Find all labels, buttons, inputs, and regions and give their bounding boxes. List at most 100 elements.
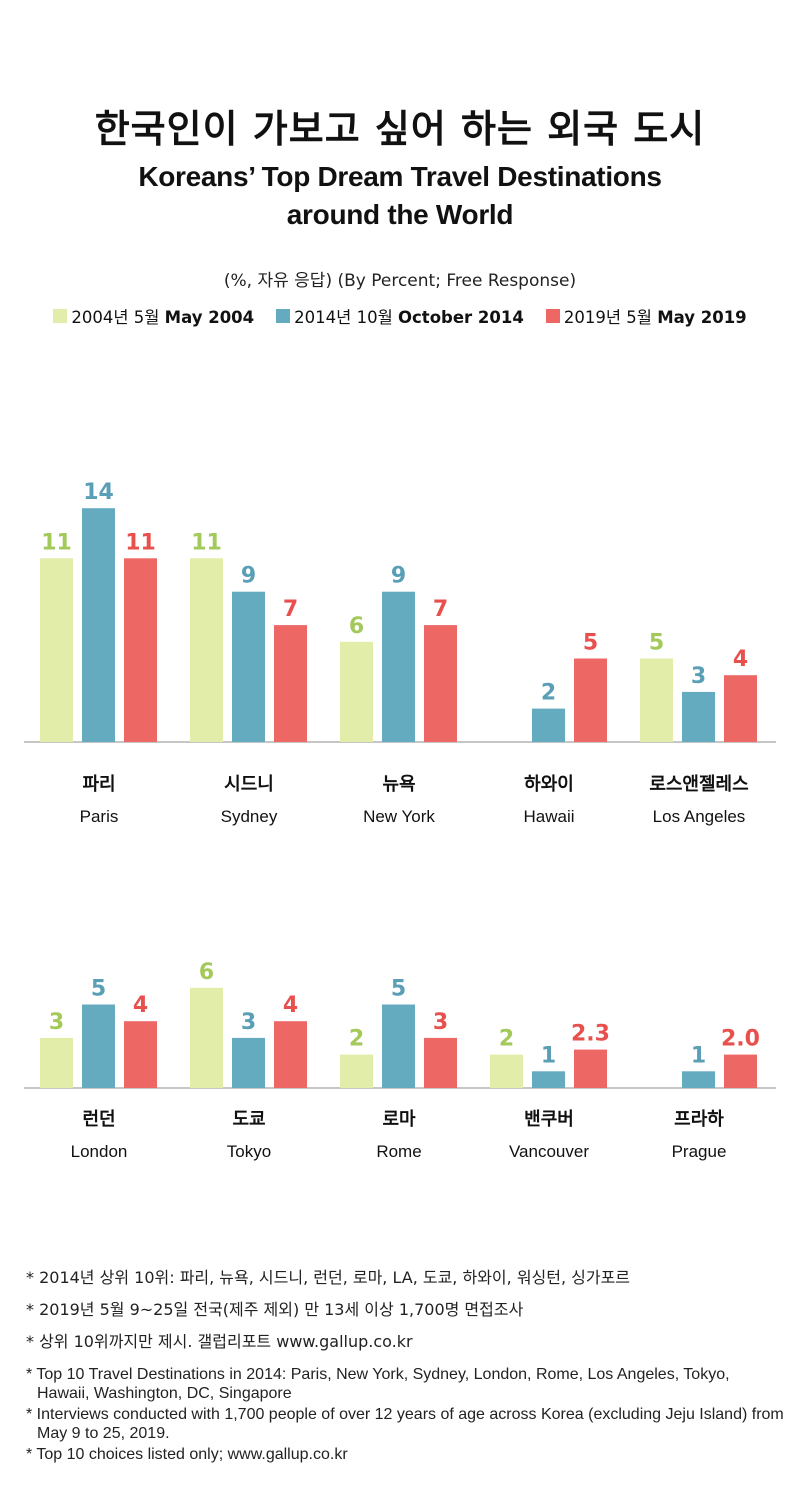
bar-prague-2014 bbox=[682, 1071, 715, 1088]
bar-vancouver-2014 bbox=[532, 1071, 565, 1088]
title-korean: 한국인이 가보고 싶어 하는 외국 도시 bbox=[94, 107, 706, 151]
bar-sydney-2004 bbox=[190, 558, 223, 742]
data-label-prague-2019: 2.0 bbox=[721, 1027, 760, 1052]
data-label-sydney-2004: 11 bbox=[191, 530, 222, 555]
legend-swatch-2004 bbox=[53, 309, 68, 323]
legend-item-2004: 2004년 5월 May 2004 bbox=[53, 304, 254, 328]
bar-paris-2014 bbox=[82, 508, 115, 742]
bar-london-2004 bbox=[40, 1037, 73, 1088]
legend-item-2014: 2014년 10월 October 2014 bbox=[276, 304, 524, 328]
legend-item-2019: 2019년 5월 May 2019 bbox=[545, 304, 747, 328]
note-korean-3: * 상위 10위까지만 제시. 갤럽리포트 www.gallup.co.kr bbox=[26, 1332, 413, 1351]
category-label-en: Sydney bbox=[221, 807, 278, 826]
bar-tokyo-2004 bbox=[190, 987, 223, 1088]
bar-tokyo-2019 bbox=[274, 1021, 307, 1088]
bar-sydney-2014 bbox=[232, 591, 265, 742]
title-english: Koreans’ Top Dream Travel Destinations a… bbox=[0, 158, 800, 234]
data-label-rome-2004: 2 bbox=[349, 1027, 364, 1052]
bar-prague-2019 bbox=[724, 1054, 757, 1088]
bar-sydney-2019 bbox=[274, 625, 307, 742]
category-label-ko: 도쿄 bbox=[232, 1109, 265, 1130]
bar-vancouver-2004 bbox=[490, 1054, 523, 1088]
data-label-rome-2014: 5 bbox=[391, 977, 406, 1002]
data-label-new-york-2019: 7 bbox=[433, 597, 448, 622]
category-label-ko: 뉴욕 bbox=[382, 774, 415, 795]
data-label-paris-2019: 11 bbox=[125, 530, 156, 555]
bar-los-angeles-2004 bbox=[640, 658, 673, 742]
bar-tokyo-2014 bbox=[232, 1037, 265, 1088]
category-label-ko: 시드니 bbox=[224, 774, 274, 795]
bar-paris-2019 bbox=[124, 558, 157, 742]
legend-label-2014: 2014년 10월 October 2014 bbox=[294, 308, 524, 327]
category-label-ko: 런던 bbox=[82, 1109, 115, 1130]
note-korean-2: * 2019년 5월 9~25일 전국(제주 제외) 만 13세 이상 1,70… bbox=[26, 1300, 524, 1319]
bar-hawaii-2014 bbox=[532, 708, 565, 742]
notes-english: * Top 10 Travel Destinations in 2014: Pa… bbox=[26, 1365, 786, 1466]
bar-new-york-2019 bbox=[424, 625, 457, 742]
category-label-en: London bbox=[71, 1142, 128, 1161]
subtitle: (%, 자유 응답) (By Percent; Free Response) bbox=[223, 271, 577, 291]
legend-label-2004: 2004년 5월 May 2004 bbox=[71, 308, 255, 327]
category-label-en: Vancouver bbox=[509, 1142, 589, 1161]
note-english-3: * Top 10 choices listed only; www.gallup… bbox=[26, 1446, 348, 1463]
bar-vancouver-2019 bbox=[574, 1049, 607, 1088]
category-label-ko: 파리 bbox=[82, 774, 115, 795]
data-label-vancouver-2004: 2 bbox=[499, 1027, 514, 1052]
data-label-sydney-2019: 7 bbox=[283, 597, 298, 622]
title-english-line2: around the World bbox=[286, 199, 514, 230]
note-english-1: * Top 10 Travel Destinations in 2014: Pa… bbox=[26, 1366, 730, 1402]
legend-swatch-2019 bbox=[545, 309, 560, 323]
data-label-rome-2019: 3 bbox=[433, 1010, 448, 1035]
data-label-vancouver-2014: 1 bbox=[541, 1043, 556, 1068]
data-label-paris-2004: 11 bbox=[41, 530, 72, 555]
bar-london-2014 bbox=[82, 1004, 115, 1088]
category-label-en: Los Angeles bbox=[653, 807, 746, 826]
data-label-los-angeles-2019: 4 bbox=[733, 647, 748, 672]
data-label-new-york-2004: 6 bbox=[349, 614, 364, 639]
category-label-en: Paris bbox=[80, 807, 119, 826]
bar-hawaii-2019 bbox=[574, 658, 607, 742]
bar-rome-2014 bbox=[382, 1004, 415, 1088]
category-label-en: Rome bbox=[376, 1142, 421, 1161]
data-label-london-2014: 5 bbox=[91, 977, 106, 1002]
legend-swatch-2014 bbox=[276, 309, 291, 323]
category-label-ko: 로스앤젤레스 bbox=[649, 774, 748, 795]
data-label-london-2004: 3 bbox=[49, 1010, 64, 1035]
note-korean-1: * 2014년 상위 10위: 파리, 뉴욕, 시드니, 런던, 로마, LA,… bbox=[26, 1268, 631, 1287]
data-label-london-2019: 4 bbox=[133, 993, 148, 1018]
bar-rome-2004 bbox=[340, 1054, 373, 1088]
legend: 2004년 5월 May 2004 2014년 10월 October 2014… bbox=[0, 304, 800, 328]
title-english-line1: Koreans’ Top Dream Travel Destinations bbox=[138, 161, 662, 192]
category-label-ko: 프라하 bbox=[674, 1109, 724, 1130]
category-label-ko: 밴쿠버 bbox=[524, 1109, 574, 1130]
bar-new-york-2014 bbox=[382, 591, 415, 742]
data-label-tokyo-2004: 6 bbox=[199, 960, 214, 985]
legend-label-2019: 2019년 5월 May 2019 bbox=[563, 308, 747, 327]
data-label-paris-2014: 14 bbox=[83, 480, 114, 505]
category-label-en: Prague bbox=[672, 1142, 727, 1161]
bar-los-angeles-2019 bbox=[724, 675, 757, 742]
data-label-vancouver-2019: 2.3 bbox=[571, 1022, 610, 1047]
category-label-en: Tokyo bbox=[227, 1142, 271, 1161]
data-label-prague-2014: 1 bbox=[691, 1043, 706, 1068]
bar-new-york-2004 bbox=[340, 641, 373, 742]
data-label-sydney-2014: 9 bbox=[241, 564, 256, 589]
bar-london-2019 bbox=[124, 1021, 157, 1088]
note-english-2: * Interviews conducted with 1,700 people… bbox=[26, 1406, 784, 1442]
category-label-en: New York bbox=[363, 807, 435, 826]
data-label-new-york-2014: 9 bbox=[391, 564, 406, 589]
category-label-en: Hawaii bbox=[523, 807, 574, 826]
data-label-hawaii-2014: 2 bbox=[541, 681, 556, 706]
category-label-ko: 로마 bbox=[382, 1109, 416, 1130]
category-label-ko: 하와이 bbox=[524, 774, 574, 795]
bar-rome-2019 bbox=[424, 1037, 457, 1088]
data-label-los-angeles-2014: 3 bbox=[691, 664, 706, 689]
data-label-tokyo-2014: 3 bbox=[241, 1010, 256, 1035]
bar-los-angeles-2014 bbox=[682, 691, 715, 742]
data-label-hawaii-2019: 5 bbox=[583, 631, 598, 656]
data-label-tokyo-2019: 4 bbox=[283, 993, 298, 1018]
data-label-los-angeles-2004: 5 bbox=[649, 631, 664, 656]
bar-paris-2004 bbox=[40, 558, 73, 742]
notes-korean: * 2014년 상위 10위: 파리, 뉴욕, 시드니, 런던, 로마, LA,… bbox=[26, 1262, 786, 1358]
